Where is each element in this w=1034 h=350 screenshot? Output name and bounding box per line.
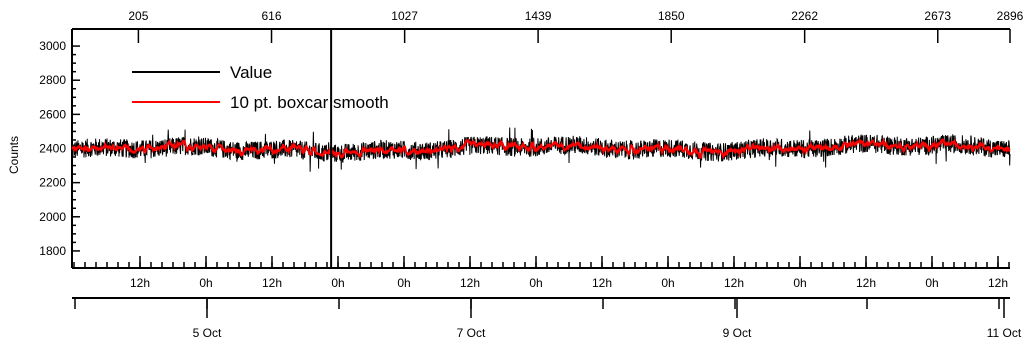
y-axis-label: Counts <box>7 136 21 174</box>
hour-tick-label: 12h <box>724 276 744 290</box>
top-tick-label: 2673 <box>924 9 951 23</box>
hour-tick-label: 12h <box>592 276 612 290</box>
y-axis-ticks: 1800 2000 2200 2400 2600 2800 3000 <box>39 39 80 258</box>
hour-tick-label: 0h <box>529 276 542 290</box>
hour-tick-label: 0h <box>199 276 212 290</box>
top-tick-label: 205 <box>128 9 148 23</box>
top-tick-label: 616 <box>262 9 282 23</box>
top-tick-label: 2262 <box>791 9 818 23</box>
y-tick-label: 2400 <box>39 142 66 156</box>
top-tick-label: 1027 <box>391 9 418 23</box>
y-tick-label: 2000 <box>39 210 66 224</box>
hour-tick-label: 12h <box>856 276 876 290</box>
legend-smooth-label: 10 pt. boxcar smooth <box>230 93 389 112</box>
hour-tick-label: 0h <box>331 276 344 290</box>
y-tick-label: 1800 <box>39 244 66 258</box>
hour-tick-label: 12h <box>262 276 282 290</box>
hour-tick-label: 0h <box>397 276 410 290</box>
hour-tick-label: 12h <box>988 276 1008 290</box>
top-axis: 205 616 1027 1439 1850 2262 2673 2896 <box>72 9 1024 43</box>
x-axis-hours: 12h0h12h0h0h12h0h12h0h12h0h12h0h12h0h <box>72 256 1010 290</box>
top-tick-label: 1439 <box>525 9 552 23</box>
y-tick-label: 3000 <box>39 39 66 53</box>
hour-tick-label: 0h <box>661 276 674 290</box>
hour-tick-label: 12h <box>130 276 150 290</box>
hour-tick-label: 12h <box>460 276 480 290</box>
date-tick-label: 11 Oct <box>987 326 1022 340</box>
y-tick-label: 2600 <box>39 107 66 121</box>
hour-tick-label: 0h <box>925 276 938 290</box>
x-axis-dates: 5 Oct 7 Oct 9 Oct 11 Oct <box>72 297 1022 340</box>
hour-tick-label: 0h <box>793 276 806 290</box>
top-tick-label: 1850 <box>658 9 685 23</box>
date-tick-label: 5 Oct <box>193 326 222 340</box>
top-tick-label: 2896 <box>997 9 1024 23</box>
date-tick-label: 9 Oct <box>723 326 752 340</box>
legend-value-label: Value <box>230 63 272 82</box>
x-axis-hour-ticks: 12h0h12h0h0h12h0h12h0h12h0h12h0h12h0h <box>73 256 1010 290</box>
plot-area <box>71 29 1011 268</box>
top-axis-ticks: 205 616 1027 1439 1850 2262 2673 2896 <box>128 9 1024 43</box>
y-axis: 1800 2000 2200 2400 2600 2800 3000 Counts <box>7 29 80 268</box>
y-tick-label: 2800 <box>39 73 66 87</box>
x-axis-date-ticks: 5 Oct 7 Oct 9 Oct 11 Oct <box>74 298 1022 340</box>
y-tick-label: 2200 <box>39 176 66 190</box>
series-smooth-line <box>71 137 1011 160</box>
legend: Value 10 pt. boxcar smooth <box>132 63 389 112</box>
date-tick-label: 7 Oct <box>457 326 486 340</box>
